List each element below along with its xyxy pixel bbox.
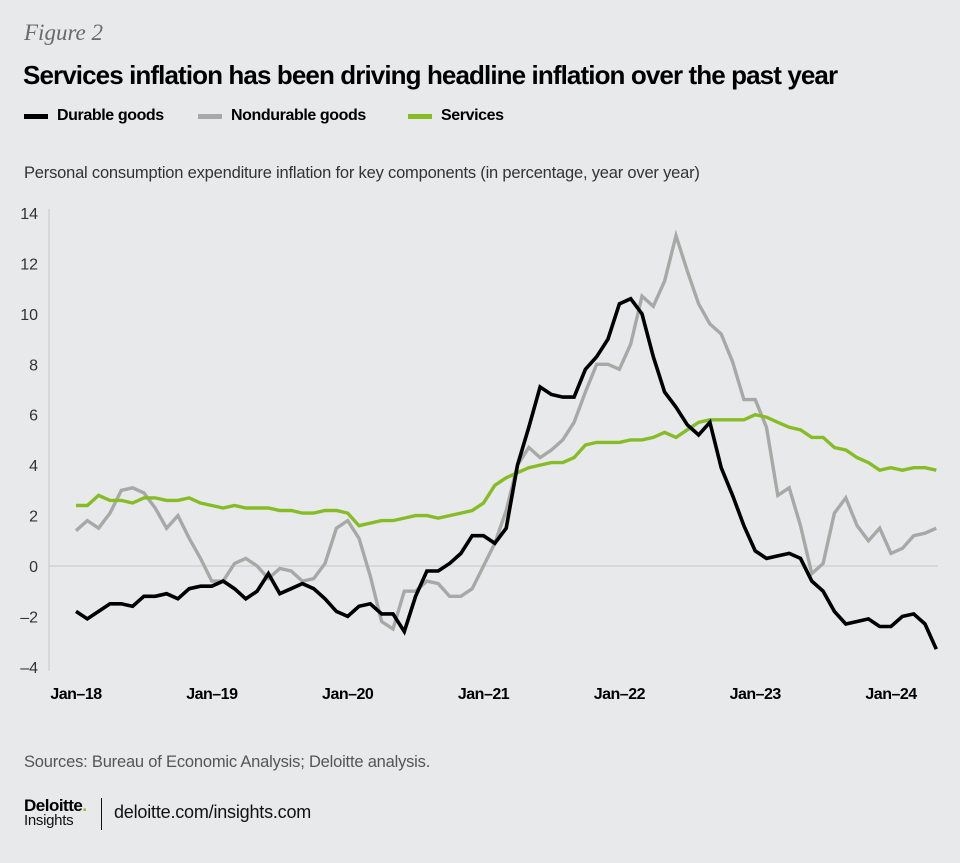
y-tick-label: 6 [29,408,38,425]
y-tick-label: 4 [29,458,38,475]
footer-divider [101,798,102,830]
x-tick-label: Jan–19 [186,686,238,703]
x-axis: Jan–18 Jan–19 Jan–20 Jan–21 Jan–22 Jan–23 Jan–… [50,686,917,703]
series-line [75,296,938,650]
x-tick-label: Jan–20 [322,686,374,703]
x-tick-label: Jan–21 [458,686,510,703]
x-tick-label: Jan–24 [865,686,917,703]
y-tick-label: 14 [20,206,38,223]
legend-swatch-durable [24,113,48,119]
logo-dot: . [82,796,87,815]
insights-link[interactable]: deloitte.com/insights.com [114,802,312,822]
logo-insights: Insights [24,812,74,829]
legend-label: Durable goods [57,107,164,124]
chart-title: Services inflation has been driving head… [23,60,838,90]
legend-swatch-nondurable [198,113,222,119]
y-tick-label: –4 [20,660,38,677]
y-tick-label: 8 [29,357,38,374]
source-note: Sources: Bureau of Economic Analysis; De… [24,753,431,771]
legend-item-durable-goods: Durable goods [24,107,164,125]
y-tick-label: 2 [29,509,38,526]
logo-word: Deloitte [24,796,83,815]
y-tick-label: 10 [20,307,38,324]
legend-item-services: Services [408,107,504,125]
series-durable-goods [75,296,938,650]
series-line [76,412,937,528]
y-tick-label: 12 [20,256,38,273]
legend-item-nondurable-goods: Nondurable goods [198,107,366,125]
y-tick-label: –2 [20,609,38,626]
x-tick-label: Jan–22 [594,686,646,703]
legend-label: Nondurable goods [231,107,366,124]
figure-label: Figure 2 [24,20,103,45]
series-services [76,412,937,528]
chart-subtitle: Personal consumption expenditure inflati… [24,164,700,182]
legend-label: Services [441,107,504,124]
x-tick-label: Jan–18 [50,686,102,703]
deloitte-logo: Deloitte. [24,796,87,816]
line-chart: 14 12 10 8 6 4 2 0 –4 –2 Jan–18 Jan–19 Jan–20 Jan–21… [20,206,938,703]
legend-swatch-services [408,113,432,119]
y-tick-label: 0 [29,559,38,576]
y-axis: 14 12 10 8 6 4 2 0 –4 –2 [20,206,938,677]
x-tick-label: Jan–23 [730,686,782,703]
series-layer [74,229,938,650]
